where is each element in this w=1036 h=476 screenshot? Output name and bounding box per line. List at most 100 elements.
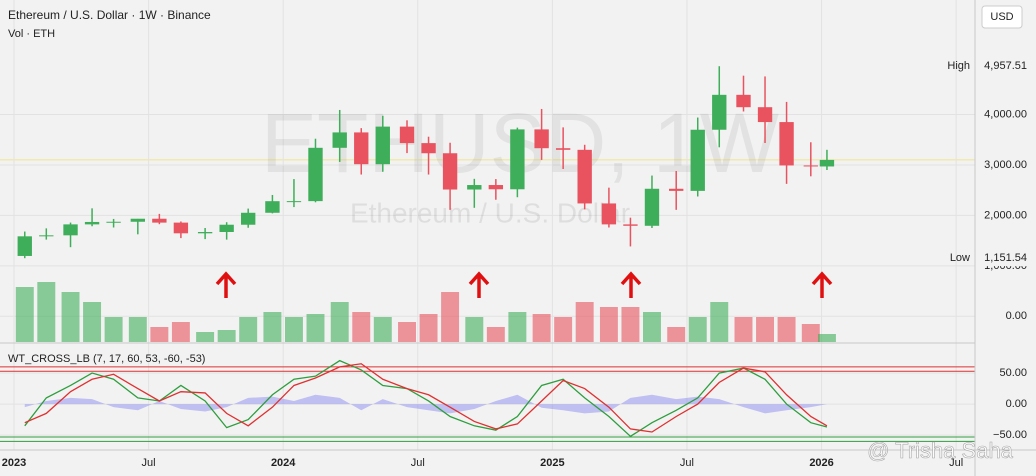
- price-label-name: Low: [950, 252, 970, 264]
- candle-body: [601, 203, 617, 225]
- candle-body: [442, 153, 458, 190]
- candle-body: [354, 132, 369, 165]
- candle-body: [265, 201, 280, 213]
- x-tick-label: 2026: [809, 457, 833, 469]
- oscillator-line: [24, 363, 828, 433]
- volume-bar: [373, 317, 392, 342]
- candle-body: [467, 185, 482, 190]
- candle-body: [712, 94, 727, 130]
- candle-body: [623, 224, 638, 226]
- y-tick-label: 0.00: [1006, 398, 1027, 410]
- candle-body: [488, 185, 504, 190]
- y-tick-label: 3,000.00: [984, 159, 1027, 171]
- x-tick-label: 2024: [271, 457, 296, 469]
- oscillator-title: WT_CROSS_LB (7, 17, 60, 53, -60, -53): [8, 353, 205, 365]
- candle-body: [308, 147, 323, 202]
- volume-bar: [441, 292, 460, 342]
- candle-body: [84, 221, 100, 225]
- candle-body: [39, 235, 54, 237]
- candle-body: [106, 221, 121, 223]
- volume-bar: [239, 317, 258, 342]
- signal-arrows: [215, 271, 833, 298]
- candle-body: [63, 224, 78, 236]
- volume-bar: [37, 282, 56, 342]
- volume-bar: [217, 330, 236, 342]
- volume-bar: [667, 327, 686, 342]
- volume-bar: [398, 322, 416, 342]
- arrow: [215, 271, 237, 298]
- candle-body: [399, 126, 415, 144]
- volume-bar: [306, 314, 325, 342]
- x-tick-label: 2023: [2, 457, 26, 469]
- candle-body: [421, 143, 436, 154]
- volume-title: Vol · ETH: [8, 28, 55, 40]
- candle-body: [510, 129, 525, 190]
- volume-bar: [465, 317, 484, 342]
- volume-bar: [330, 302, 349, 342]
- volume-bar: [777, 317, 796, 342]
- candle-body: [197, 231, 213, 234]
- x-tick-label: Jul: [949, 457, 963, 469]
- price-label-name: High: [947, 60, 970, 72]
- candle-body: [219, 224, 234, 232]
- author-watermark: @ Trisha Saha: [867, 438, 1014, 463]
- candle-body: [130, 218, 146, 222]
- volume-bar: [104, 317, 123, 342]
- grid: [0, 0, 975, 450]
- y-tick-label: 50.00: [999, 367, 1027, 379]
- volume-bar: [643, 312, 661, 342]
- volume-bar: [508, 312, 527, 342]
- volume-bar: [575, 302, 594, 342]
- candle-body: [534, 129, 549, 149]
- arrow: [811, 271, 833, 298]
- volume-bar: [756, 317, 775, 342]
- candle-body: [555, 148, 571, 150]
- x-tick-label: Jul: [411, 457, 425, 469]
- currency-label[interactable]: USD: [990, 11, 1013, 23]
- candle-body: [644, 188, 660, 226]
- candle-body: [669, 188, 684, 191]
- y-tick-label: 4,000.00: [984, 108, 1027, 120]
- volume-bar: [83, 302, 102, 342]
- volume-bar: [419, 314, 438, 342]
- volume-bar: [486, 327, 505, 342]
- price-label-value: 4,957.51: [984, 60, 1027, 72]
- arrow: [468, 271, 490, 298]
- candle-body: [577, 149, 592, 204]
- volume-bar: [128, 317, 147, 342]
- price-label-box: [978, 58, 1034, 75]
- candle-body: [690, 129, 705, 191]
- price-label-box: [978, 250, 1034, 267]
- volume-bar: [599, 307, 618, 342]
- volume-bar: [61, 292, 80, 342]
- volume-bar: [352, 312, 371, 342]
- candle-body: [803, 165, 818, 167]
- volume-bar: [710, 302, 729, 342]
- volume-bar: [150, 327, 169, 342]
- candle-body: [736, 94, 751, 108]
- volume-bar: [15, 287, 34, 342]
- volume-bar: [532, 314, 551, 342]
- x-tick-label: Jul: [680, 457, 694, 469]
- arrow: [620, 271, 642, 298]
- candle-body: [152, 218, 167, 223]
- volume-bar: [801, 324, 820, 342]
- currency-button[interactable]: [981, 5, 1023, 29]
- volume-bar: [263, 312, 282, 342]
- candle-body: [332, 132, 347, 148]
- volume-bar: [688, 317, 707, 342]
- candle-body: [241, 212, 256, 225]
- y-tick-label: −50.00: [993, 429, 1027, 441]
- volume-bar: [171, 322, 190, 342]
- candle-body: [819, 159, 835, 167]
- volume-bar: [554, 317, 573, 342]
- chart-title: Ethereum / U.S. Dollar · 1W · Binance: [8, 8, 211, 22]
- x-tick-label: 2025: [540, 457, 564, 469]
- volume-bar: [817, 334, 836, 342]
- volume-bar: [734, 317, 753, 342]
- oscillator-area: [24, 394, 827, 414]
- candle-body: [779, 122, 794, 166]
- candle-body: [757, 107, 773, 123]
